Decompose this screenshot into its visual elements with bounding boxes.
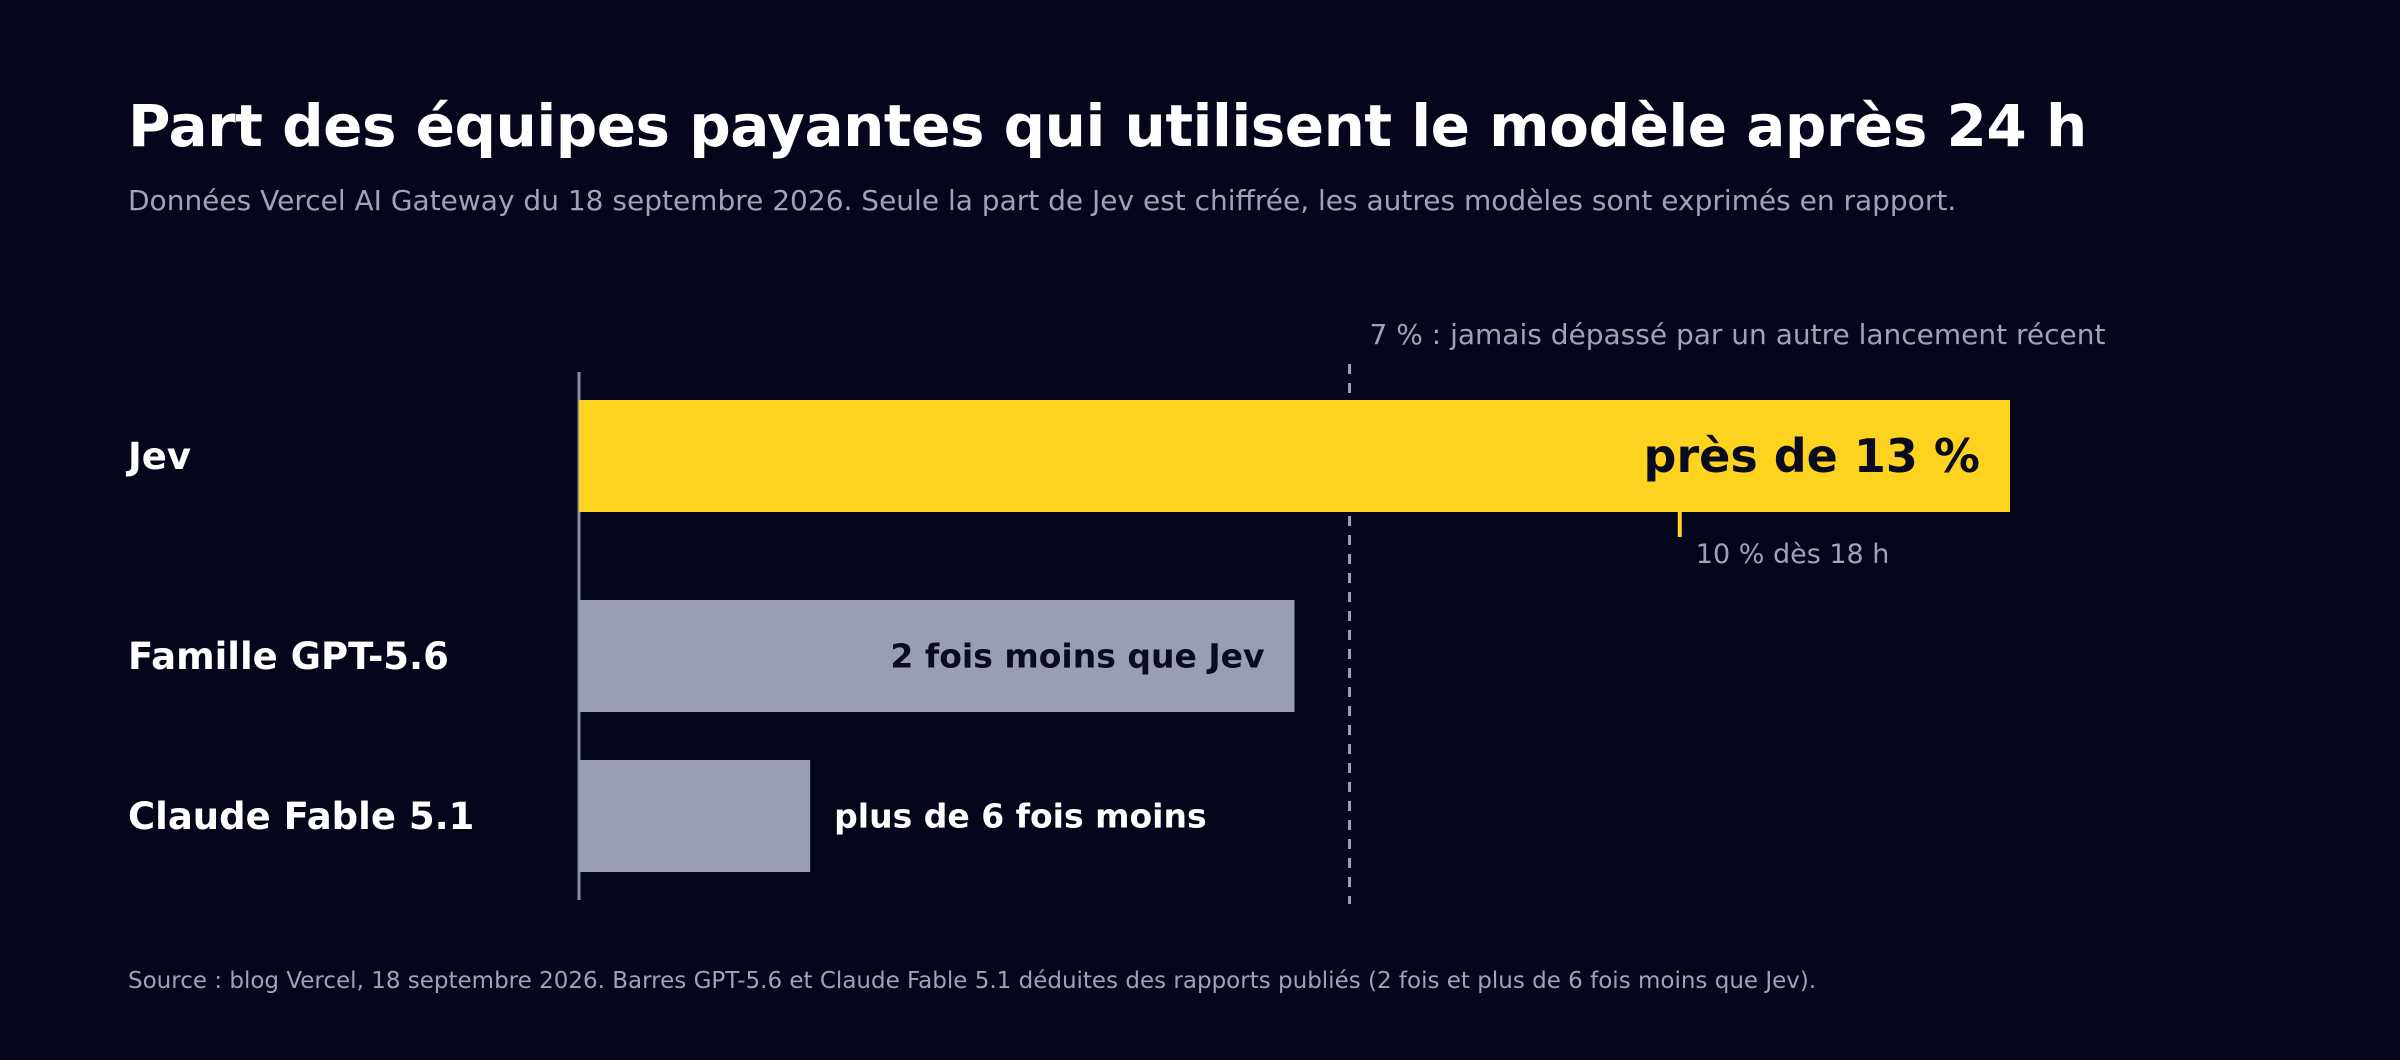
bar-2 <box>579 760 811 872</box>
bar-0 <box>579 400 2010 512</box>
chart-title: Part des équipes payantes qui utilisent … <box>128 92 2087 160</box>
bar-1 <box>579 600 1295 712</box>
value-label-2: plus de 6 fois moins <box>834 797 1206 836</box>
category-label-0: Jev <box>125 435 191 478</box>
category-label-1: Famille GPT-5.6 <box>128 635 449 678</box>
marker-label: 10 % dès 18 h <box>1696 539 1890 570</box>
value-label-0: près de 13 % <box>1644 429 1980 483</box>
value-label-1: 2 fois moins que Jev <box>890 637 1265 676</box>
chart-subtitle: Données Vercel AI Gateway du 18 septembr… <box>128 184 1957 217</box>
category-label-2: Claude Fable 5.1 <box>128 795 474 838</box>
source-note: Source : blog Vercel, 18 septembre 2026.… <box>128 968 1817 994</box>
reference-line-label: 7 % : jamais dépassé par un autre lancem… <box>1370 318 2106 351</box>
